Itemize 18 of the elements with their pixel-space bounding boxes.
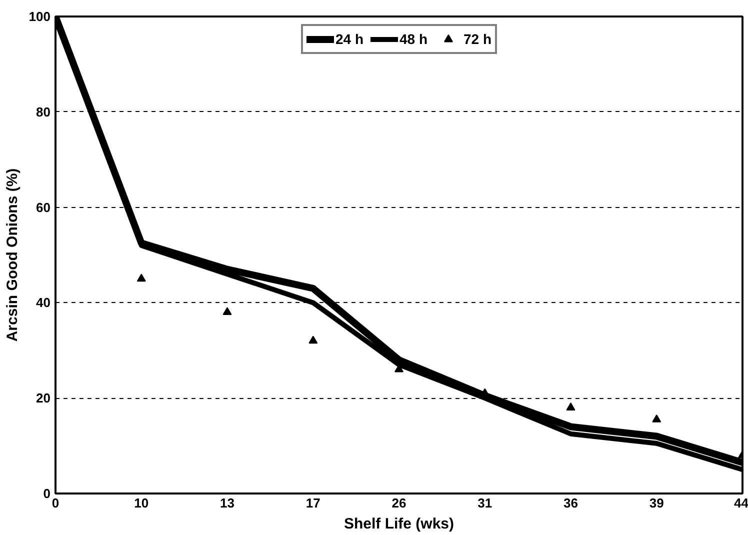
y-tick-label: 60 — [36, 200, 51, 215]
x-tick-label: 10 — [134, 496, 149, 510]
x-tick-label: 39 — [649, 496, 664, 510]
y-tick-label: 0 — [43, 486, 51, 501]
x-tick-label: 13 — [220, 496, 234, 510]
legend-label: 72 h — [464, 31, 492, 47]
x-tick-label: 17 — [306, 496, 320, 510]
y-tick-label: 80 — [36, 104, 51, 120]
legend-label: 48 h — [399, 31, 428, 47]
y-tick-label: 40 — [36, 295, 51, 310]
x-tick-label: 31 — [478, 496, 492, 510]
y-tick-label: 20 — [36, 390, 51, 406]
x-tick-label: 36 — [564, 496, 578, 510]
legend-label: 24 h — [335, 31, 364, 47]
x-axis-title: Shelf Life (wks) — [344, 516, 454, 532]
y-tick-label: 100 — [28, 9, 51, 24]
x-tick-label: 26 — [392, 496, 406, 510]
y-axis-title: Arcsin Good Onions (%) — [4, 168, 21, 342]
